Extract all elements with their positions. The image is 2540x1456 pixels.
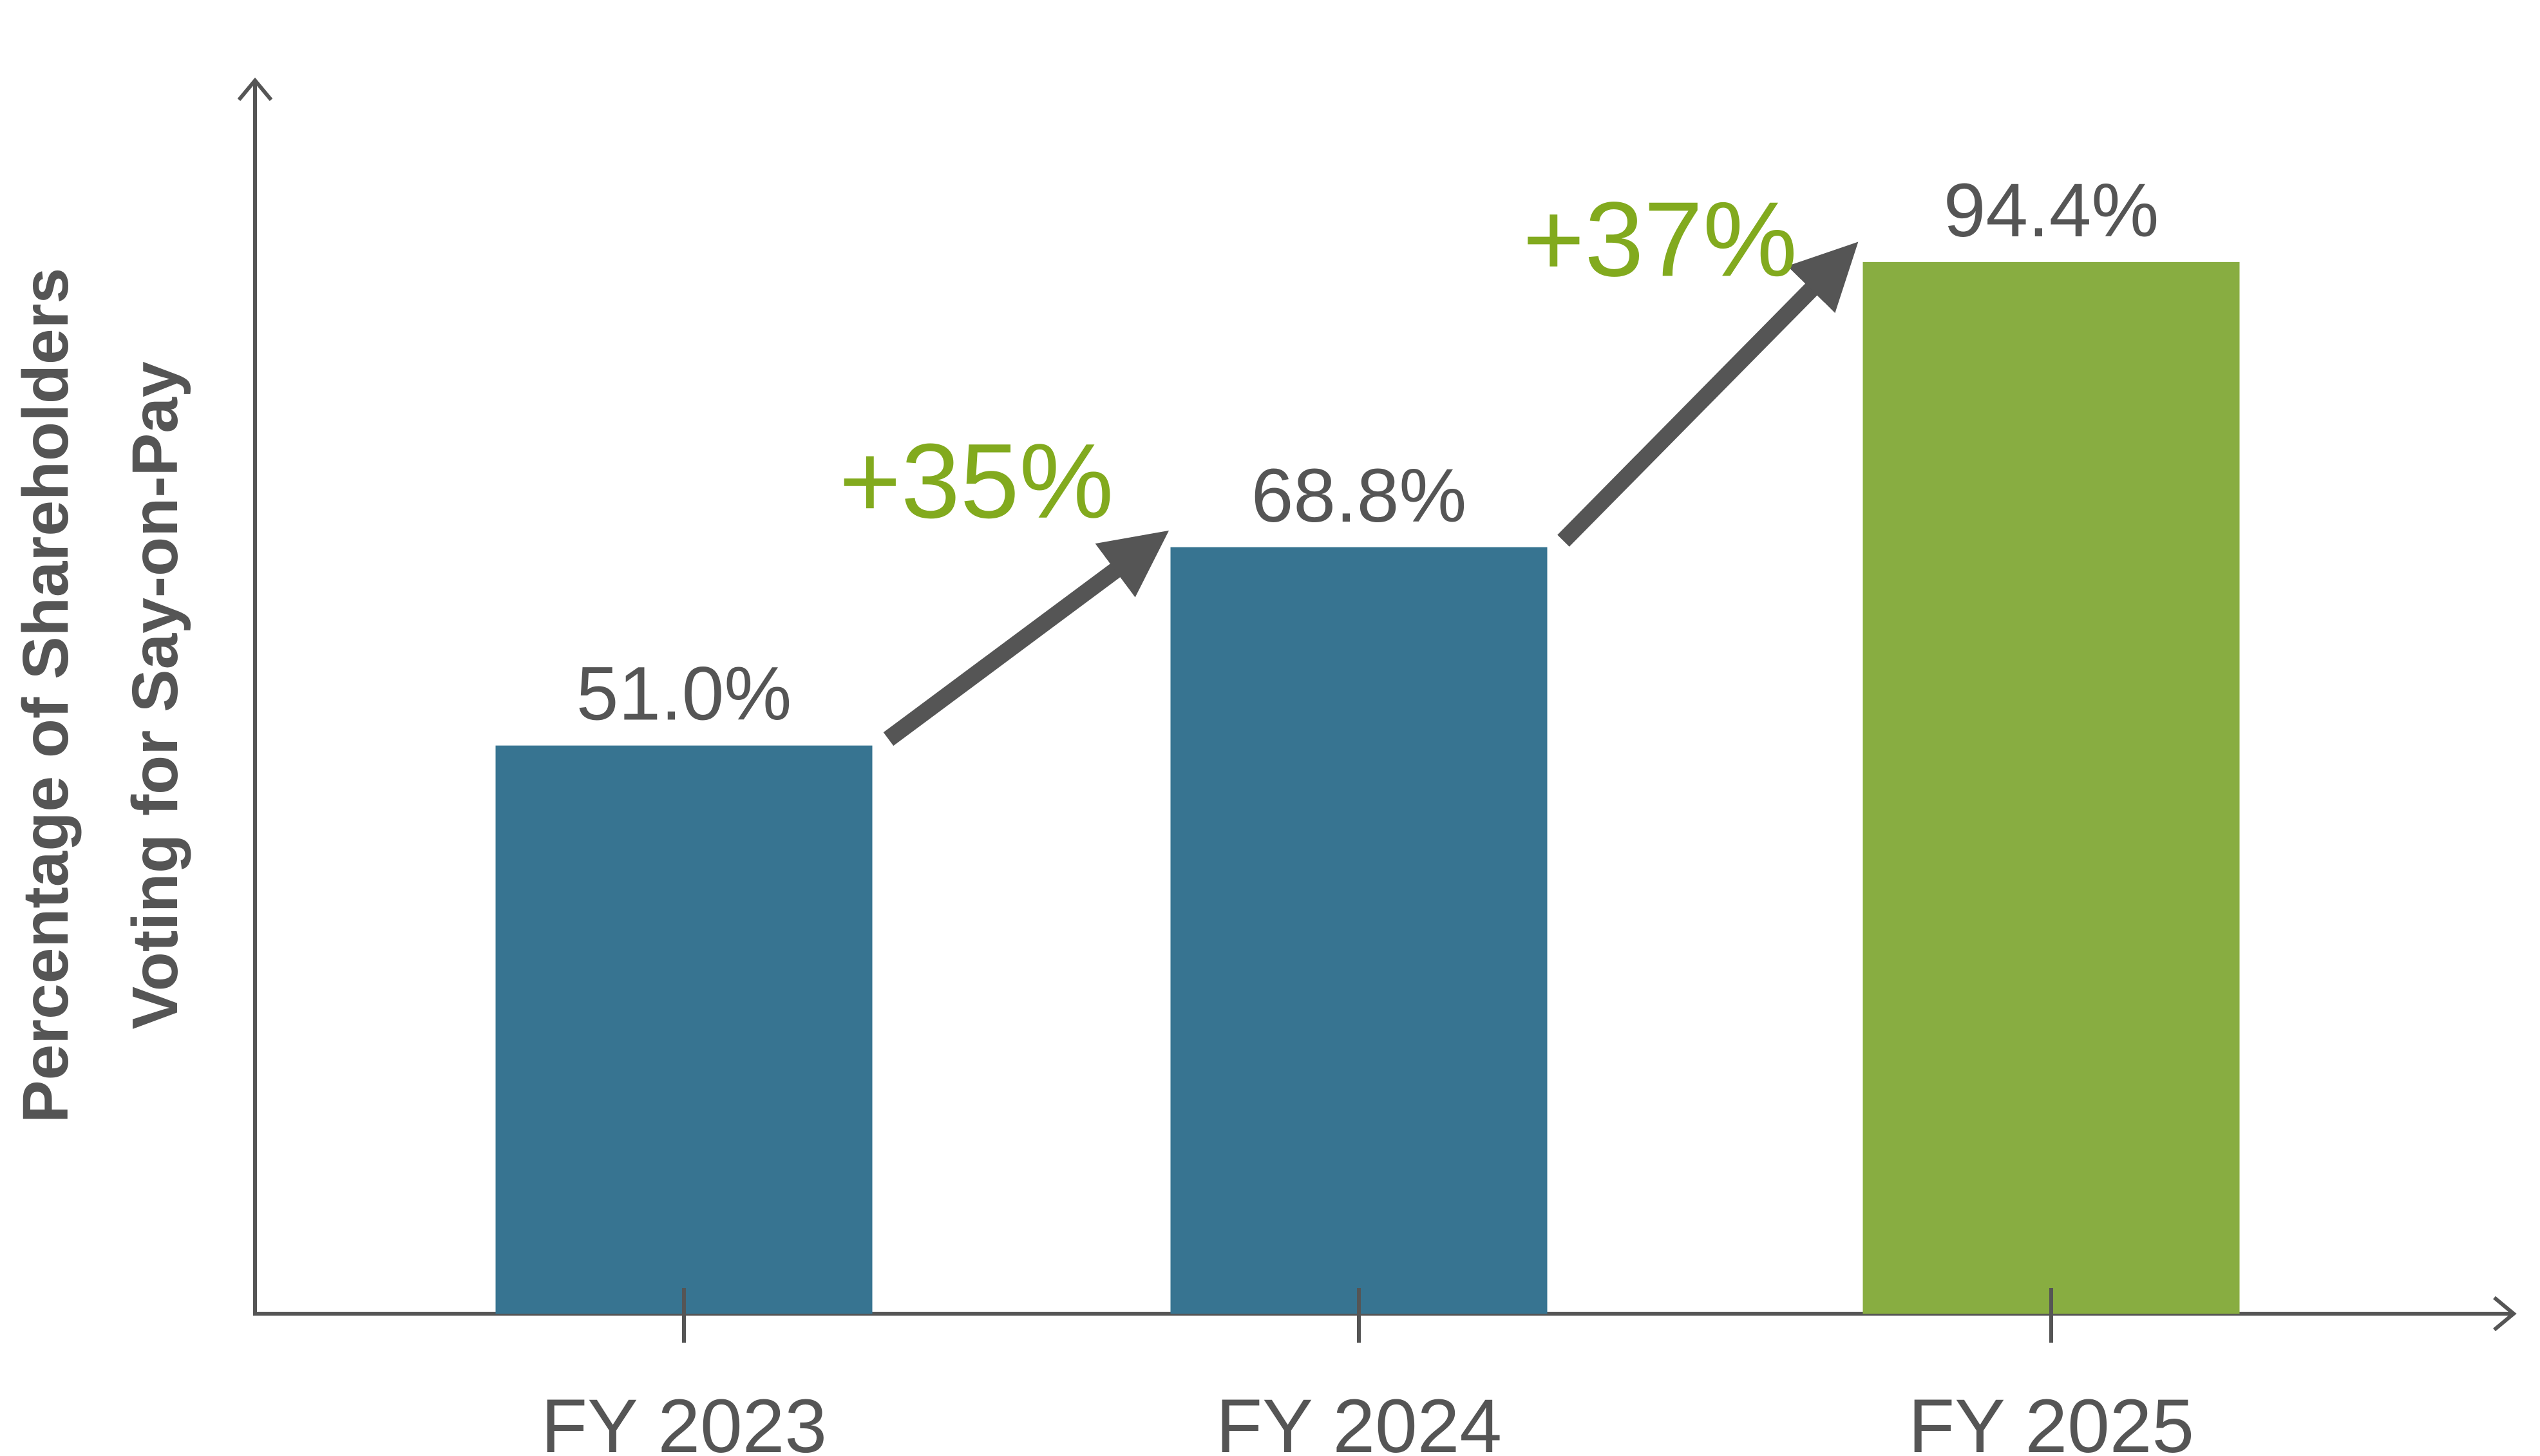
bars-group [495,261,2240,1314]
change-label-2: +37% [1522,180,1797,298]
x-tick-label-fy-2025: FY 2025 [1908,1384,2194,1456]
value-label-fy-2024: 68.8% [1251,453,1467,538]
trend-arrow-1 [883,530,1170,746]
x-tick-labels-group: FY 2023 FY 2024 FY 2025 [541,1384,2194,1456]
y-axis-title-line-1: Percentage of Shareholders [10,268,82,1123]
bar-fy-2025 [1862,261,2240,1314]
value-label-fy-2023: 51.0% [576,652,792,737]
x-ticks-group [682,1288,2053,1343]
x-tick-label-fy-2023: FY 2023 [541,1384,827,1456]
value-labels-group: 51.0% 68.8% 94.4% [576,168,2159,737]
change-label-1: +35% [839,422,1114,540]
y-axis-title-line-2: Voting for Say-on-Pay [119,361,191,1029]
trend-arrows-group: +35% +37% [839,180,1859,746]
bar-fy-2024 [1170,547,1548,1314]
y-axis-arrowhead [237,77,273,101]
trend-arrow-2 [1557,241,1859,547]
x-axis-arrowhead [2493,1296,2517,1332]
value-label-fy-2025: 94.4% [1944,168,2159,253]
x-tick-label-fy-2024: FY 2024 [1216,1384,1502,1456]
bar-fy-2023 [495,745,873,1314]
y-axis-title: Percentage of Shareholders Voting for Sa… [10,268,191,1123]
